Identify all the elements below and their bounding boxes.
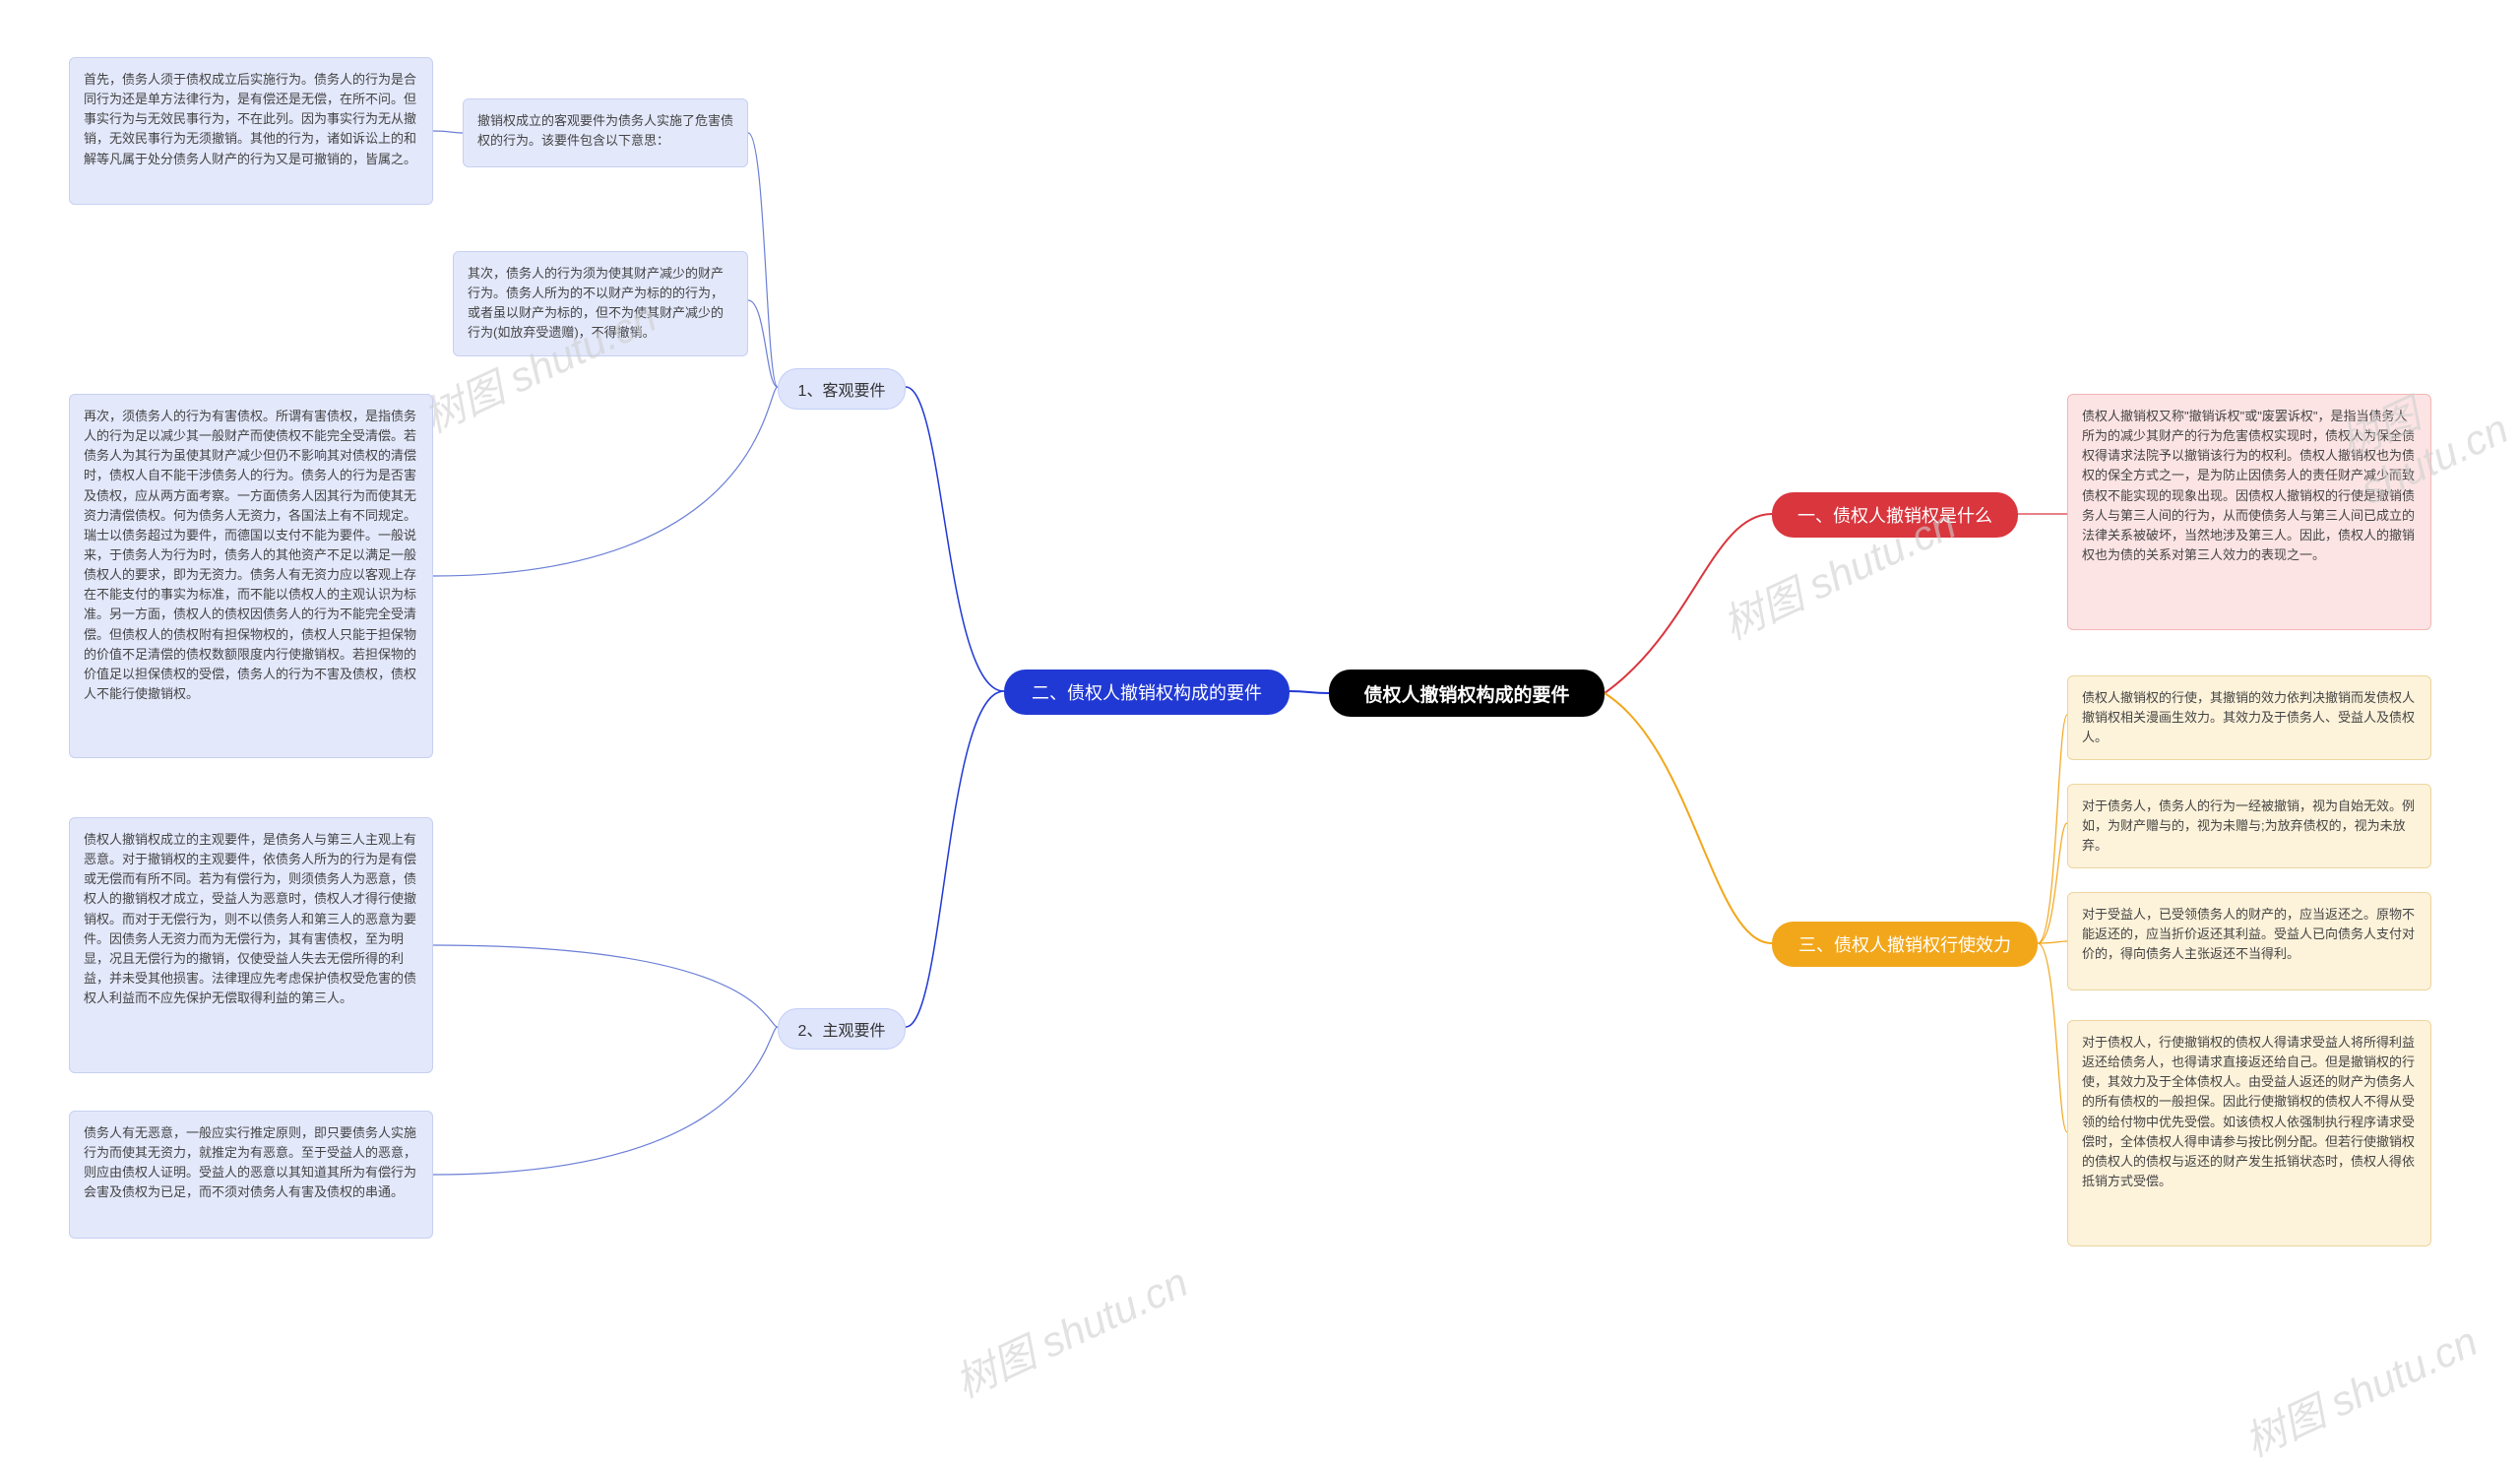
- branch-3-leaf-3: 对于债权人，行使撤销权的债权人得请求受益人将所得利益返还给债务人，也得请求直接返…: [2067, 1020, 2431, 1246]
- sub2-leaf-0: 债权人撤销权成立的主观要件，是债务人与第三人主观上有恶意。对于撤销权的主观要件，…: [69, 817, 433, 1073]
- branch-3-leaf-2: 对于受益人，已受领债务人的财产的，应当返还之。原物不能返还的，应当折价返还其利益…: [2067, 892, 2431, 990]
- branch-3-leaf-1: 对于债务人，债务人的行为一经被撤销，视为自始无效。例如，为财产赠与的，视为未赠与…: [2067, 784, 2431, 868]
- sub1-intro-leaf: 撤销权成立的客观要件为债务人实施了危害债权的行为。该要件包含以下意思：: [463, 98, 748, 167]
- branch-3[interactable]: 三、债权人撤销权行使效力: [1772, 922, 2038, 967]
- center-node[interactable]: 债权人撤销权构成的要件: [1329, 670, 1605, 717]
- branch-1-leaf: 债权人撤销权又称"撤销诉权"或"废罢诉权"，是指当债务人所为的减少其财产的行为危…: [2067, 394, 2431, 630]
- branch-2-sub-1[interactable]: 1、客观要件: [778, 368, 906, 410]
- watermark: 树图 shutu.cn: [944, 1249, 1196, 1410]
- branch-1[interactable]: 一、债权人撤销权是什么: [1772, 492, 2018, 538]
- sub1-leaf-0: 首先，债务人须于债权成立后实施行为。债务人的行为是合同行为还是单方法律行为，是有…: [69, 57, 433, 205]
- watermark: 树图 shutu.cn: [2234, 1309, 2486, 1469]
- branch-3-leaf-0: 债权人撤销权的行使，其撤销的效力依判决撤销而发债权人撤销权相关漫画生效力。其效力…: [2067, 675, 2431, 760]
- sub1-leaf-1: 其次，债务人的行为须为使其财产减少的财产行为。债务人所为的不以财产为标的的行为，…: [453, 251, 748, 356]
- sub2-leaf-1: 债务人有无恶意，一般应实行推定原则，即只要债务人实施行为而使其无资力，就推定为有…: [69, 1111, 433, 1239]
- branch-2-sub-2[interactable]: 2、主观要件: [778, 1008, 906, 1050]
- branch-2[interactable]: 二、债权人撤销权构成的要件: [1004, 670, 1290, 715]
- sub1-leaf-2: 再次，须债务人的行为有害债权。所谓有害债权，是指债务人的行为足以减少其一般财产而…: [69, 394, 433, 758]
